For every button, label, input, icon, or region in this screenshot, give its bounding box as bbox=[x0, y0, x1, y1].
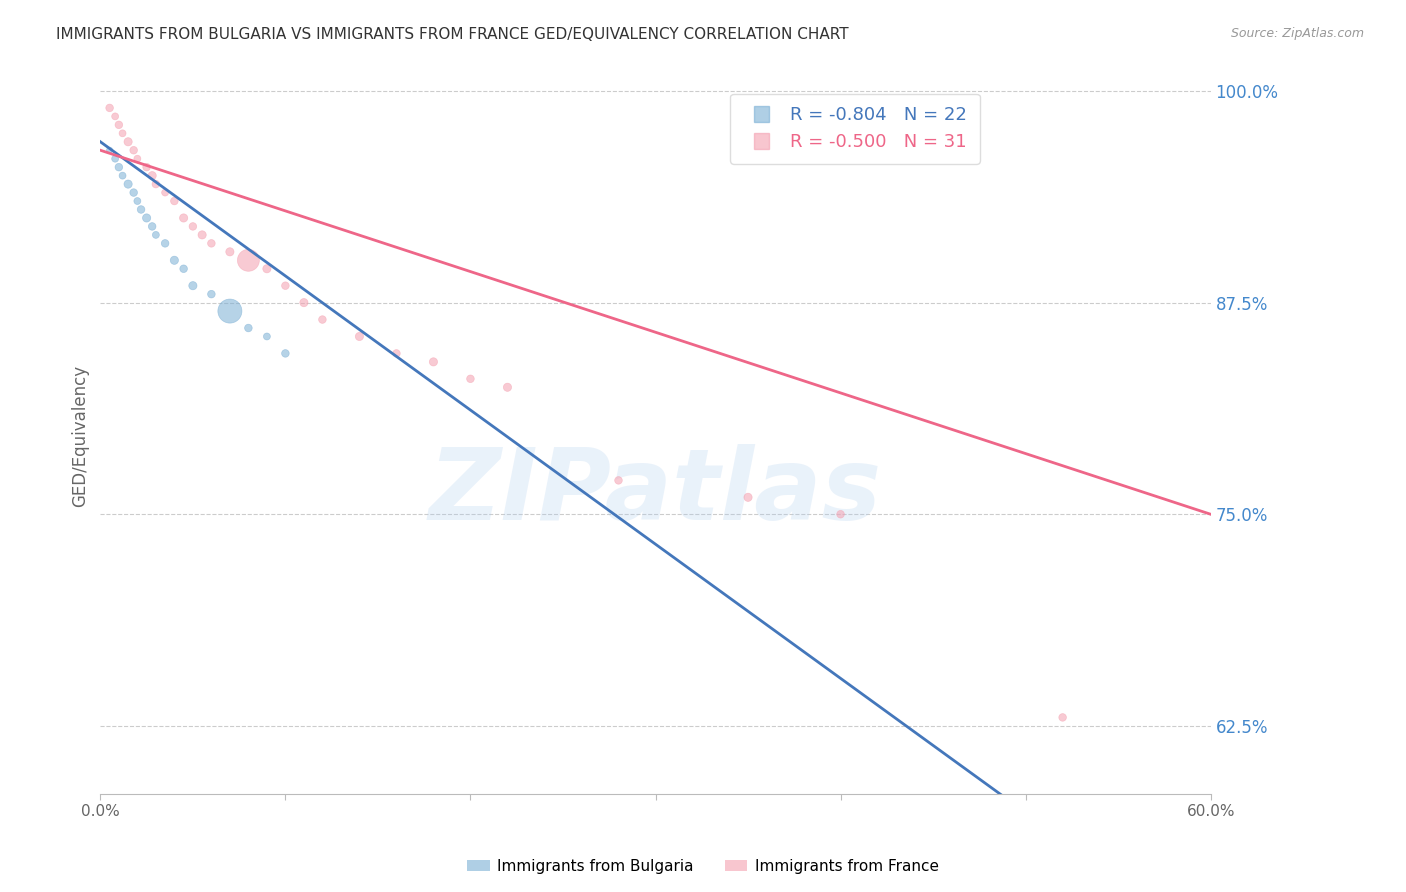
Point bbox=[200, 287, 222, 301]
Point bbox=[141, 169, 163, 183]
Point bbox=[145, 177, 167, 191]
Point bbox=[238, 321, 260, 335]
Point bbox=[163, 194, 186, 208]
Point bbox=[163, 253, 186, 268]
Point bbox=[173, 211, 195, 225]
Point bbox=[173, 261, 195, 276]
Point bbox=[191, 227, 214, 242]
Point bbox=[129, 202, 152, 217]
Text: IMMIGRANTS FROM BULGARIA VS IMMIGRANTS FROM FRANCE GED/EQUIVALENCY CORRELATION C: IMMIGRANTS FROM BULGARIA VS IMMIGRANTS F… bbox=[56, 27, 849, 42]
Point bbox=[127, 152, 149, 166]
Point bbox=[141, 219, 163, 234]
Legend: R = -0.804   N = 22, R = -0.500   N = 31: R = -0.804 N = 22, R = -0.500 N = 31 bbox=[731, 94, 980, 164]
Point bbox=[219, 244, 242, 259]
Point bbox=[385, 346, 408, 360]
Point bbox=[135, 160, 157, 174]
Point bbox=[830, 508, 852, 522]
Point bbox=[122, 143, 145, 157]
Point bbox=[1052, 710, 1074, 724]
Point bbox=[111, 126, 134, 140]
Point bbox=[200, 236, 222, 251]
Point bbox=[98, 143, 121, 157]
Point bbox=[607, 474, 630, 488]
Text: ZIPatlas: ZIPatlas bbox=[429, 444, 882, 541]
Point bbox=[977, 812, 1000, 826]
Point bbox=[311, 312, 333, 326]
Point bbox=[238, 253, 260, 268]
Point bbox=[274, 278, 297, 293]
Point bbox=[422, 355, 444, 369]
Point bbox=[122, 186, 145, 200]
Point bbox=[219, 304, 242, 318]
Point bbox=[256, 329, 278, 343]
Point bbox=[127, 194, 149, 208]
Point bbox=[108, 160, 131, 174]
Point bbox=[460, 372, 482, 386]
Point bbox=[737, 491, 759, 505]
Point bbox=[117, 135, 139, 149]
Point bbox=[104, 109, 127, 123]
Text: Source: ZipAtlas.com: Source: ZipAtlas.com bbox=[1230, 27, 1364, 40]
Point bbox=[292, 295, 315, 310]
Point bbox=[111, 169, 134, 183]
Y-axis label: GED/Equivalency: GED/Equivalency bbox=[72, 365, 89, 507]
Point bbox=[98, 101, 121, 115]
Point bbox=[274, 346, 297, 360]
Legend: Immigrants from Bulgaria, Immigrants from France: Immigrants from Bulgaria, Immigrants fro… bbox=[461, 853, 945, 880]
Point bbox=[108, 118, 131, 132]
Point bbox=[104, 152, 127, 166]
Point bbox=[135, 211, 157, 225]
Point bbox=[153, 236, 176, 251]
Point bbox=[496, 380, 519, 394]
Point bbox=[145, 227, 167, 242]
Point bbox=[256, 261, 278, 276]
Point bbox=[1014, 829, 1036, 843]
Point bbox=[349, 329, 371, 343]
Point bbox=[117, 177, 139, 191]
Point bbox=[181, 219, 204, 234]
Point bbox=[181, 278, 204, 293]
Point bbox=[153, 186, 176, 200]
